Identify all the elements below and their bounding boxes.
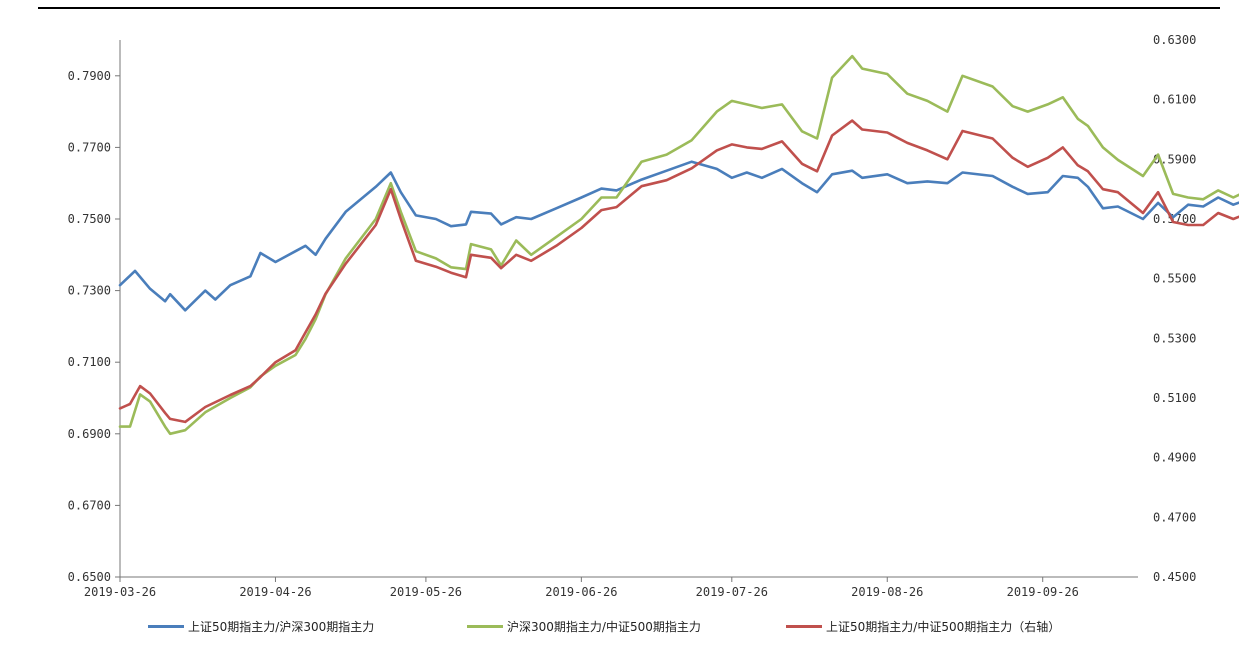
x-tick-label: 2019-08-26 [851,585,923,599]
legend: 上证50期指主力/沪深300期指主力 沪深300期指主力/中证500期指主力 上… [0,618,1239,640]
x-tick-label: 2019-09-26 [1007,585,1079,599]
legend-swatch-red [786,625,822,628]
x-tick-label: 2019-07-26 [696,585,768,599]
legend-item-series-1: 上证50期指主力/沪深300期指主力 [148,618,374,635]
right-y-tick-label: 0.5300 [1153,331,1196,345]
left-y-tick-label: 0.7300 [68,284,111,298]
series-lines [118,54,1239,436]
right-y-tick-label: 0.4900 [1153,451,1196,465]
x-tick-label: 2019-06-26 [545,585,617,599]
left-y-tick-label: 0.6700 [68,498,111,512]
series-line-2 [118,54,1239,436]
top-rule [38,7,1220,9]
legend-label: 沪深300期指主力/中证500期指主力 [507,620,701,634]
left-y-tick-label: 0.6500 [68,570,111,584]
x-tick-label: 2019-05-26 [390,585,462,599]
right-y-tick-label: 0.5100 [1153,391,1196,405]
left-y-tick-labels: 0.6500 0.6700 0.6900 0.7100 0.7300 0.7500 0.77… [68,69,120,584]
right-y-tick-labels: 0.4500 0.4700 0.4900 0.5100 0.5300 0.5500 0.57… [1153,33,1196,584]
legend-item-series-2: 沪深300期指主力/中证500期指主力 [467,618,701,635]
right-y-tick-label: 0.6300 [1153,33,1196,47]
right-y-tick-label: 0.5500 [1153,272,1196,286]
legend-label: 上证50期指主力/中证500期指主力（右轴） [826,620,1061,634]
legend-swatch-blue [148,625,184,628]
right-y-tick-label: 0.4700 [1153,510,1196,524]
x-tick-label: 2019-04-26 [239,585,311,599]
right-y-tick-label: 0.6100 [1153,93,1196,107]
x-tick-label: 2019-03-26 [84,585,156,599]
legend-swatch-green [467,625,503,628]
legend-item-series-3: 上证50期指主力/中证500期指主力（右轴） [786,618,1060,635]
left-y-tick-label: 0.6900 [68,427,111,441]
right-y-tick-label: 0.5700 [1153,212,1196,226]
left-y-tick-label: 0.7500 [68,212,111,226]
axes [119,40,1138,578]
right-y-tick-label: 0.5900 [1153,152,1196,166]
x-tick-labels: 2019-03-26 2019-04-26 2019-05-26 2019-06-26… [84,577,1079,599]
right-y-tick-label: 0.4500 [1153,570,1196,584]
legend-label: 上证50期指主力/沪深300期指主力 [188,620,375,634]
left-y-tick-label: 0.7900 [68,69,111,83]
left-y-tick-label: 0.7700 [68,140,111,154]
series-line-3 [118,119,1239,424]
left-y-tick-label: 0.7100 [68,355,111,369]
series-line-1 [118,160,1239,312]
